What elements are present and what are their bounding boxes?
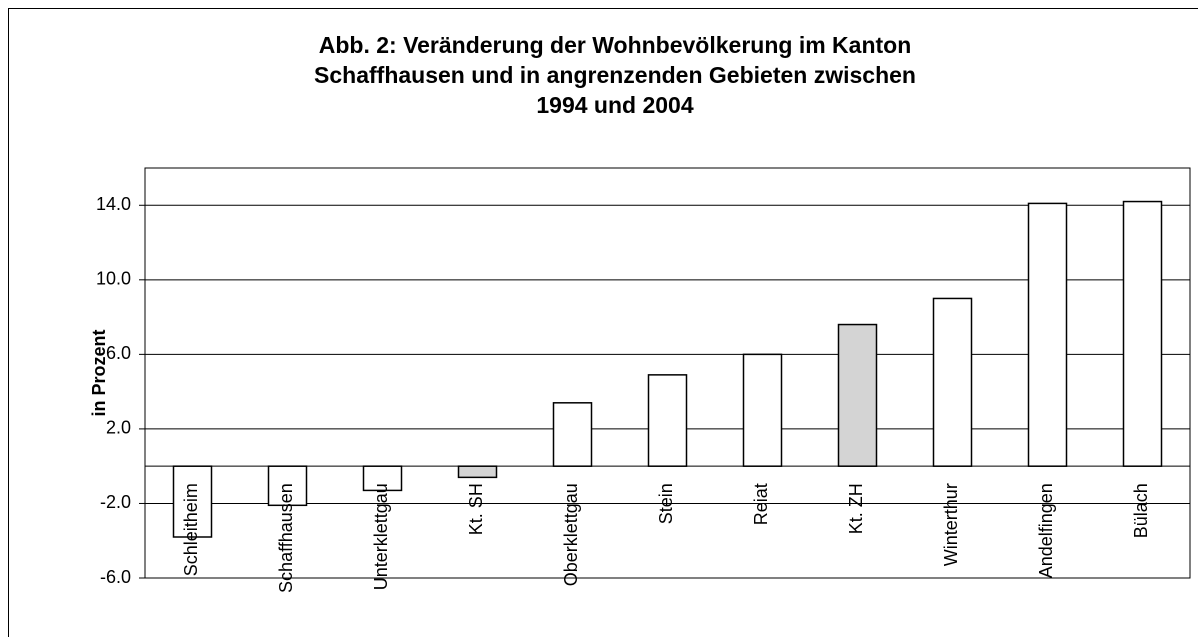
y-tick-label: 10.0: [96, 269, 131, 289]
y-tick-label: -6.0: [100, 567, 131, 587]
y-axis-label: in Prozent: [89, 329, 109, 416]
x-tick-label: Bülach: [1131, 483, 1151, 538]
x-tick-label: Stein: [656, 483, 676, 524]
chart-title: Schaffhausen und in angrenzenden Gebiete…: [314, 62, 916, 88]
chart-title: 1994 und 2004: [536, 92, 693, 118]
y-tick-label: -2.0: [100, 492, 131, 512]
chart-title: Abb. 2: Veränderung der Wohnbevölkerung …: [319, 32, 912, 58]
chart-frame: [8, 8, 1198, 637]
x-tick-label: Andelfingen: [1036, 483, 1056, 578]
bar: [1122, 200, 1163, 467]
y-tick-label: 6.0: [106, 343, 131, 363]
x-tick-label: Oberklettgau: [561, 483, 581, 586]
bar: [932, 297, 973, 467]
bar: [552, 402, 593, 467]
x-tick-label: Winterthur: [941, 483, 961, 566]
bar: [362, 465, 403, 492]
y-tick-label: 14.0: [96, 194, 131, 214]
bar: [742, 353, 783, 467]
x-tick-label: Kt. SH: [466, 483, 486, 535]
bar: [837, 323, 878, 467]
x-tick-label: Reiat: [751, 483, 771, 525]
bar: [172, 465, 213, 538]
plot-area: [144, 167, 1191, 579]
bar: [1027, 202, 1068, 467]
x-tick-label: Kt. ZH: [846, 483, 866, 534]
bar: [647, 374, 688, 467]
bar: [267, 465, 308, 507]
x-tick-label: Schleitheim: [181, 483, 201, 576]
x-tick-label: Schaffhausen: [276, 483, 296, 593]
x-tick-label: Unterklettgau: [371, 483, 391, 590]
bar: [457, 465, 498, 479]
y-tick-label: 2.0: [106, 418, 131, 438]
